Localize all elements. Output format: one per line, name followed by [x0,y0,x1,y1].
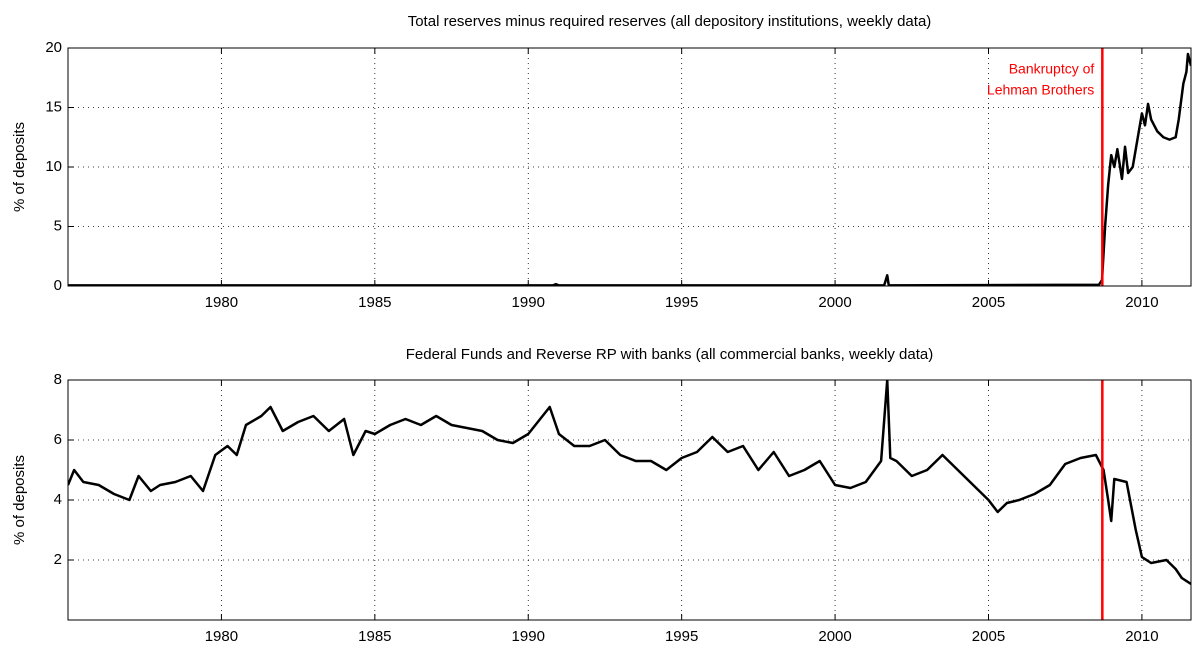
x-tick-label: 2005 [972,628,1005,645]
plot-frame [67,379,1192,621]
y-tick-label: 4 [54,491,62,508]
x-tick-label: 1980 [205,294,238,311]
y-tick-label: 15 [45,98,62,115]
plot-frame [67,47,1192,287]
x-tick-label: 1980 [205,628,238,645]
y-tick-label: 10 [45,158,62,175]
data-line [68,380,1191,586]
x-tick-label: 1995 [665,294,698,311]
chart-title: Federal Funds and Reverse RP with banks … [406,346,933,363]
annotation: Lehman Brothers [987,82,1094,98]
y-tick-label: 2 [54,551,62,568]
x-tick-label: 1985 [358,294,391,311]
x-tick-label: 1990 [512,294,545,311]
y-tick-label: 6 [54,431,62,448]
y-tick-label: 0 [54,277,62,294]
x-tick-label: 2005 [972,294,1005,311]
y-tick-label: 20 [45,39,62,56]
x-tick-label: 2010 [1125,294,1158,311]
y-tick-label: 5 [54,217,62,234]
x-tick-label: 2000 [818,628,851,645]
x-tick-label: 2010 [1125,628,1158,645]
x-tick-label: 1990 [512,628,545,645]
y-axis-label: % of deposits [11,122,28,212]
chart-title: Total reserves minus required reserves (… [408,13,932,30]
x-tick-label: 1995 [665,628,698,645]
data-line [68,52,1191,286]
y-tick-label: 8 [54,371,62,388]
x-tick-label: 1985 [358,628,391,645]
annotation: Bankruptcy of [1009,61,1095,77]
x-tick-label: 2000 [818,294,851,311]
y-axis-label: % of deposits [11,455,28,545]
